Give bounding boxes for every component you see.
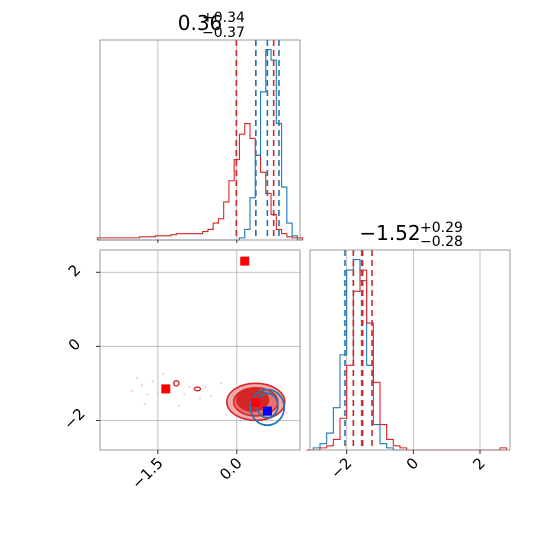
param1-plus-error: +0.34 <box>202 10 245 26</box>
joint-red-island-1 <box>193 386 202 392</box>
joint-xtick-label-0: −1.5 <box>128 454 166 492</box>
joint-scatter-point-9 <box>204 385 207 389</box>
joint-ytick-label-1: 0 <box>65 335 84 354</box>
joint-scatter-point-6 <box>183 393 186 396</box>
hist1-series-1-step <box>97 48 303 241</box>
hist2-xtick-label-0: −2 <box>327 454 355 482</box>
hist1-frame <box>99 39 301 241</box>
joint-blue-contour-0 <box>249 388 286 427</box>
hist2-series-1-step <box>306 269 508 451</box>
joint-scatter-point-13 <box>209 395 212 398</box>
param1-median: 0.36 <box>178 11 223 35</box>
joint-scatter-point-17 <box>285 411 288 415</box>
joint-scatter-point-14 <box>219 382 223 385</box>
joint-scatter-point-15 <box>177 404 181 407</box>
joint-ytick-label-2: 2 <box>65 261 84 280</box>
param1-minus-error: −0.37 <box>202 25 245 41</box>
joint-contour-panel: −1.5 0.0 −2 0 2 <box>60 249 301 493</box>
hist1-series-0-step <box>96 123 304 240</box>
joint-red-marker-1 <box>161 384 171 394</box>
joint-scatter-point-4 <box>156 391 159 394</box>
joint-red-marker-2 <box>251 398 261 408</box>
joint-scatter-point-8 <box>198 397 202 400</box>
param2-minus-error: −0.28 <box>420 234 463 250</box>
joint-scatter-point-7 <box>188 385 191 389</box>
param2-median: −1.52 <box>359 221 420 245</box>
joint-xtick-label-1: 0.0 <box>216 454 246 484</box>
param2-title: −1.52 <box>359 221 420 245</box>
joint-red-island-0 <box>172 380 180 387</box>
joint-plot-area <box>100 250 300 450</box>
joint-red-marker-0 <box>240 256 250 266</box>
param1-title: 0.36 <box>178 11 223 35</box>
hist2-frame <box>309 249 511 451</box>
joint-scatter-point-11 <box>130 389 133 392</box>
joint-scatter-point-12 <box>162 372 165 376</box>
joint-scatter-point-19 <box>225 413 228 416</box>
hist2-xtick-label-2: 2 <box>469 454 488 473</box>
hist2-series-0-step <box>306 258 507 451</box>
joint-ytick-label-0: −2 <box>60 405 88 433</box>
param2-plus-error: +0.29 <box>420 220 463 236</box>
histogram-param1-panel <box>96 39 304 243</box>
hist2-xtick-label-1: 0 <box>403 454 422 473</box>
histogram-param2-panel: −2 0 2 <box>306 249 511 482</box>
joint-scatter-point-3 <box>151 380 154 383</box>
joint-scatter-point-2 <box>146 393 149 396</box>
joint-frame <box>99 249 301 451</box>
joint-blue-marker-0 <box>262 406 272 416</box>
joint-scatter-point-0 <box>135 376 138 379</box>
joint-scatter-point-1 <box>141 384 144 387</box>
joint-scatter-point-10 <box>143 402 146 405</box>
